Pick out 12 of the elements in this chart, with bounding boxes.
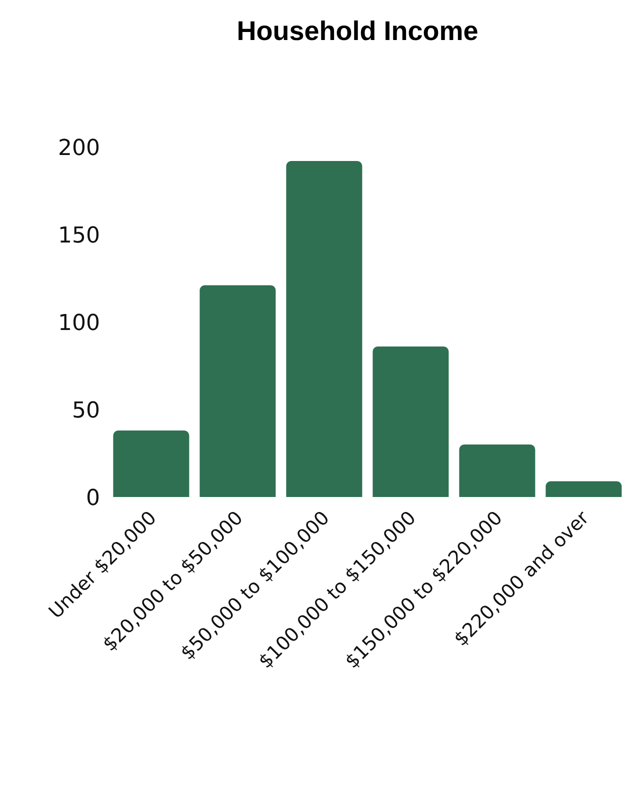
bar [113,430,190,497]
y-tick-label: 200 [58,136,100,161]
bar [200,285,276,497]
y-tick-label: 150 [58,223,100,248]
bar [286,161,362,497]
y-tick-label: 100 [58,310,100,336]
bar [459,444,536,497]
bar [546,481,622,497]
y-tick-label: 0 [86,486,100,511]
chart-title: Household Income [236,15,480,47]
y-tick-label: 50 [72,398,100,424]
bar [372,346,449,497]
